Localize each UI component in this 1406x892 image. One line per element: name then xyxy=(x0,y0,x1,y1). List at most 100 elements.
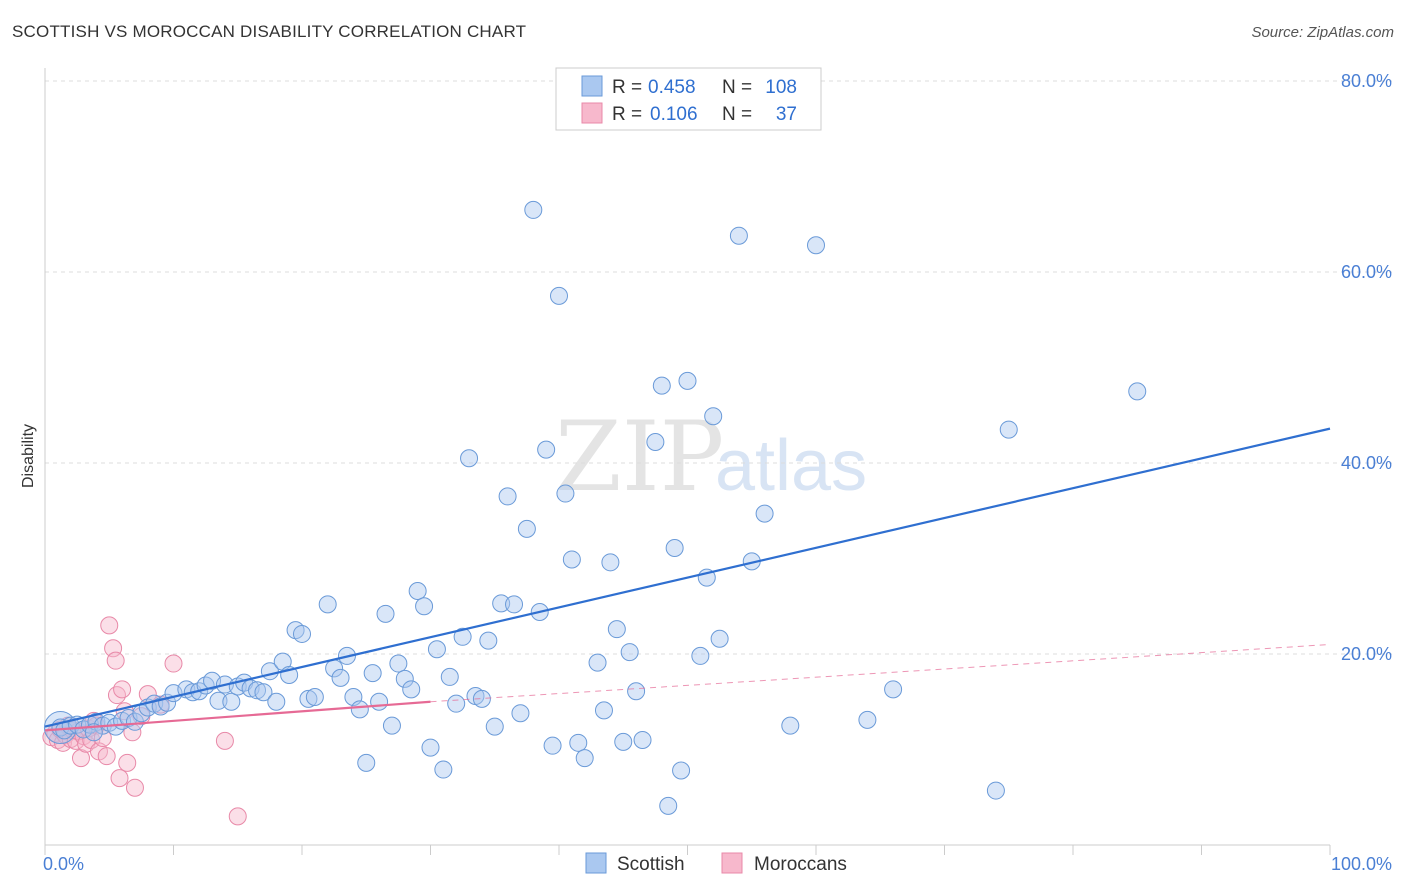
scottish-point xyxy=(659,796,678,815)
scottish-point xyxy=(331,668,350,687)
legend-n-value-2: 37 xyxy=(776,104,797,125)
watermark-zip: ZIP xyxy=(555,401,724,513)
scottish-point xyxy=(691,646,710,665)
scottish-point xyxy=(594,701,613,720)
scottish-point xyxy=(710,629,729,648)
scottish-point xyxy=(421,738,440,757)
scottish-point xyxy=(485,717,504,736)
scottish-point xyxy=(460,449,479,468)
scottish-point xyxy=(305,687,324,706)
scottish-point xyxy=(601,553,620,572)
moroccan-point xyxy=(215,731,234,750)
legend-r-value-2: 0.106 xyxy=(650,104,698,125)
scottish-point xyxy=(254,683,273,702)
scottish-point xyxy=(607,620,626,639)
watermark-atlas: atlas xyxy=(715,426,867,506)
bottom-legend-scottish: Scottish xyxy=(617,854,685,875)
scottish-point xyxy=(652,376,671,395)
scottish-point xyxy=(729,226,748,245)
moroccan-point xyxy=(100,616,119,635)
scottish-point xyxy=(620,643,639,662)
scottish-point xyxy=(781,716,800,735)
moroccan-point xyxy=(118,753,137,772)
legend-n-label-2: N = xyxy=(722,104,752,125)
scottish-point xyxy=(222,692,241,711)
scottish-point xyxy=(627,682,646,701)
scottish-point xyxy=(807,236,825,255)
scottish-point xyxy=(382,716,401,735)
legend-swatch-moroccan xyxy=(581,102,603,124)
scottish-point xyxy=(248,681,267,700)
scottish-point xyxy=(986,781,1005,800)
bottom-legend-moroccans: Moroccans xyxy=(754,854,847,875)
x-tick-label-max: 100.0% xyxy=(1331,854,1392,874)
x-tick-label-min: 0.0% xyxy=(43,854,84,874)
grid-lines xyxy=(45,80,1392,655)
scottish-point xyxy=(415,597,434,616)
moroccan-trend-extension xyxy=(430,643,1331,703)
legend-r-value-1: 0.458 xyxy=(648,77,696,98)
scottish-point xyxy=(524,200,543,219)
scottish-point xyxy=(858,710,877,729)
scottish-point xyxy=(350,700,369,719)
scottish-point xyxy=(884,680,903,699)
scottish-point xyxy=(543,736,562,755)
scottish-point xyxy=(999,420,1018,439)
y-tick-label: 60.0% xyxy=(1341,262,1392,282)
moroccan-point xyxy=(106,651,125,670)
moroccan-point xyxy=(228,807,247,826)
scottish-trend-line xyxy=(44,427,1331,728)
scottish-point xyxy=(550,286,568,305)
legend: R = 0.458 N = 108 R = 0.106 N = 37 xyxy=(555,67,822,131)
bottom-legend-swatch-moroccan xyxy=(721,852,743,874)
legend-swatch-scottish xyxy=(581,75,603,97)
moroccan-point xyxy=(125,778,144,797)
tick-labels: 20.0% 40.0% 60.0% 80.0% 0.0% 100.0% xyxy=(43,71,1392,874)
scottish-point xyxy=(665,538,684,557)
scottish-point xyxy=(517,519,536,538)
scottish-point xyxy=(562,550,581,569)
scottish-points xyxy=(43,200,1147,815)
scottish-point xyxy=(511,704,530,723)
scottish-point xyxy=(370,692,389,711)
scottish-point xyxy=(537,440,556,459)
scottish-point xyxy=(1128,382,1147,401)
moroccan-point xyxy=(71,749,90,768)
scottish-point xyxy=(408,581,427,600)
bottom-legend-swatch-scottish xyxy=(585,852,607,874)
scottish-point xyxy=(575,749,594,768)
scottish-point xyxy=(646,432,665,451)
moroccan-trend-line xyxy=(44,700,431,732)
scottish-point xyxy=(376,604,395,623)
scottish-point xyxy=(505,595,524,614)
y-tick-label: 80.0% xyxy=(1341,71,1392,91)
scottish-point xyxy=(402,680,421,699)
scottish-point xyxy=(479,631,498,650)
scottish-point xyxy=(556,484,575,503)
scottish-point xyxy=(472,689,491,708)
moroccan-point xyxy=(97,747,116,766)
scottish-point xyxy=(569,733,588,752)
y-tick-label: 20.0% xyxy=(1341,644,1392,664)
scottish-point xyxy=(672,761,691,780)
legend-n-value-1: 108 xyxy=(765,77,797,98)
y-tick-label: 40.0% xyxy=(1341,453,1392,473)
scottish-point xyxy=(755,504,774,523)
scottish-point xyxy=(678,371,697,390)
scottish-point xyxy=(209,691,228,710)
scottish-point xyxy=(267,692,286,711)
chart-title: SCOTTISH VS MOROCCAN DISABILITY CORRELAT… xyxy=(12,22,527,41)
scottish-point xyxy=(434,760,453,779)
legend-n-label-1: N = xyxy=(722,77,752,98)
moroccan-point xyxy=(164,654,183,673)
scottish-point xyxy=(588,653,607,672)
scottish-point xyxy=(318,595,337,614)
scottish-point xyxy=(614,732,633,751)
bottom-legend: Scottish Moroccans xyxy=(585,852,847,875)
scottish-point xyxy=(633,730,652,749)
y-axis-label: Disability xyxy=(20,424,37,488)
scottish-point xyxy=(357,753,376,772)
scottish-point xyxy=(440,667,459,686)
scottish-point xyxy=(492,594,511,613)
